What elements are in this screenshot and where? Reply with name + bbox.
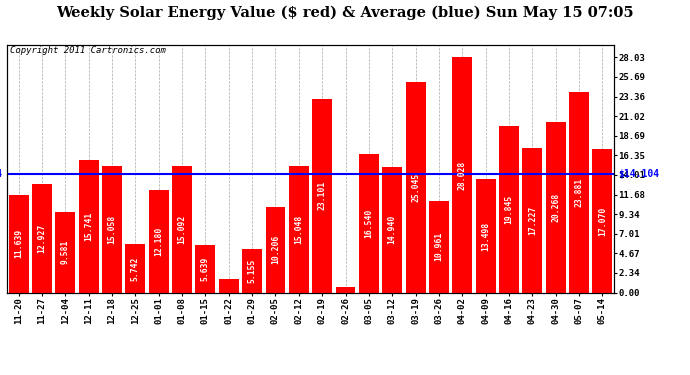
Text: 5.742: 5.742 xyxy=(131,256,140,280)
Text: $14.104: $14.104 xyxy=(618,169,660,179)
Bar xyxy=(593,149,612,292)
Text: 17.227: 17.227 xyxy=(528,206,537,235)
Text: Copyright 2011 Cartronics.com: Copyright 2011 Cartronics.com xyxy=(10,46,166,55)
Text: 9.581: 9.581 xyxy=(61,240,70,264)
Text: 5.639: 5.639 xyxy=(201,256,210,281)
Text: 28.028: 28.028 xyxy=(457,160,467,189)
Bar xyxy=(289,166,308,292)
Text: 20.268: 20.268 xyxy=(551,193,560,222)
Bar xyxy=(453,57,472,292)
Bar xyxy=(9,195,28,292)
Text: 14.940: 14.940 xyxy=(388,215,397,244)
Bar xyxy=(102,166,122,292)
Bar xyxy=(429,201,449,292)
Text: 16.540: 16.540 xyxy=(364,209,373,238)
Bar xyxy=(499,126,519,292)
Bar xyxy=(522,148,542,292)
Text: 15.048: 15.048 xyxy=(295,215,304,244)
Text: 15.741: 15.741 xyxy=(84,212,93,241)
Bar xyxy=(195,245,215,292)
Text: 5.155: 5.155 xyxy=(248,259,257,283)
Text: 10.206: 10.206 xyxy=(271,235,280,264)
Text: 10.961: 10.961 xyxy=(435,232,444,261)
Text: 12.180: 12.180 xyxy=(154,227,164,256)
Bar xyxy=(172,166,192,292)
Bar xyxy=(149,190,168,292)
Bar xyxy=(32,184,52,292)
Text: 13.498: 13.498 xyxy=(481,221,490,251)
Text: 15.092: 15.092 xyxy=(177,214,186,244)
Text: 23.881: 23.881 xyxy=(575,178,584,207)
Bar xyxy=(266,207,286,292)
Bar xyxy=(242,249,262,292)
Bar xyxy=(313,99,332,292)
Bar xyxy=(219,279,239,292)
Bar xyxy=(406,82,426,292)
Text: 23.101: 23.101 xyxy=(317,181,326,210)
Bar xyxy=(546,123,566,292)
Bar xyxy=(569,92,589,292)
Text: 12.927: 12.927 xyxy=(37,224,46,253)
Text: 17.070: 17.070 xyxy=(598,206,607,236)
Text: 19.845: 19.845 xyxy=(504,195,513,224)
Bar xyxy=(335,286,355,292)
Bar xyxy=(126,244,146,292)
Bar xyxy=(55,212,75,292)
Text: 11.639: 11.639 xyxy=(14,229,23,258)
Text: 25.045: 25.045 xyxy=(411,173,420,202)
Text: $14.104: $14.104 xyxy=(0,169,3,179)
Bar xyxy=(359,154,379,292)
Bar xyxy=(382,167,402,292)
Bar xyxy=(79,160,99,292)
Text: Weekly Solar Energy Value ($ red) & Average (blue) Sun May 15 07:05: Weekly Solar Energy Value ($ red) & Aver… xyxy=(56,6,634,20)
Bar xyxy=(475,179,495,292)
Text: 15.058: 15.058 xyxy=(108,215,117,244)
